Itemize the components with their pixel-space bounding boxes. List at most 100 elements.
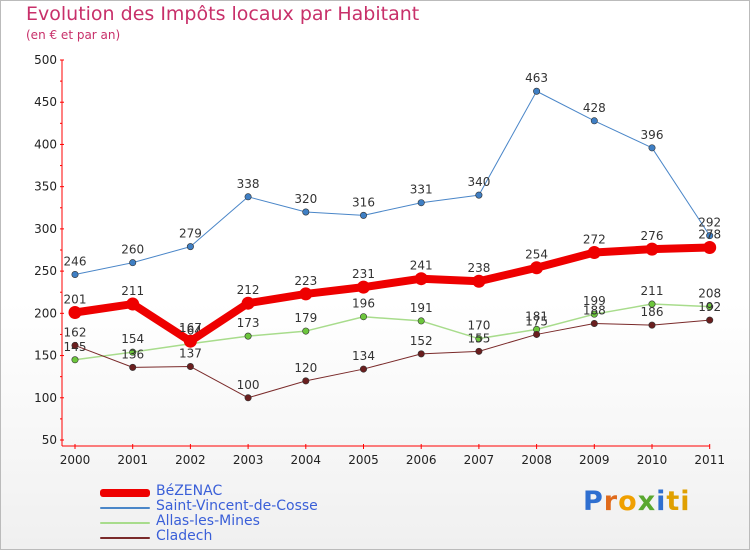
data-point — [183, 334, 197, 348]
x-tick-label: 2008 — [521, 453, 552, 467]
data-point — [645, 242, 659, 256]
y-tick-label: 500 — [34, 53, 57, 67]
y-tick-label: 350 — [34, 180, 57, 194]
data-point — [129, 348, 137, 356]
legend-swatch — [100, 537, 150, 539]
x-tick-label: 2000 — [60, 453, 91, 467]
data-point — [71, 341, 79, 349]
data-label: 246 — [64, 254, 87, 268]
data-label: 175 — [525, 314, 548, 328]
data-point — [533, 87, 541, 95]
legend-swatch — [100, 507, 150, 509]
logo-letter: i — [656, 486, 667, 517]
logo-letter: ti — [666, 486, 691, 517]
x-tick-label: 2010 — [637, 453, 668, 467]
y-tick-label: 450 — [34, 95, 57, 109]
data-label: 276 — [641, 229, 664, 243]
data-label: 278 — [698, 227, 721, 241]
x-tick-label: 2011 — [694, 453, 725, 467]
data-label: 154 — [121, 332, 144, 346]
series-line — [74, 90, 711, 275]
data-label: 199 — [583, 294, 606, 308]
data-label: 340 — [467, 175, 490, 189]
data-point — [302, 377, 310, 385]
data-label: 179 — [294, 311, 317, 325]
y-tick-label: 200 — [34, 306, 57, 320]
y-tick-label: 400 — [34, 137, 57, 151]
data-point — [648, 300, 656, 308]
data-point — [706, 303, 714, 311]
data-point — [475, 347, 483, 355]
data-point — [475, 191, 483, 199]
data-point — [706, 316, 714, 324]
data-point — [530, 261, 544, 275]
series-line — [74, 319, 711, 399]
data-label: 137 — [179, 347, 202, 361]
data-point — [590, 319, 598, 327]
logo-letter: P — [583, 486, 604, 517]
data-point — [475, 335, 483, 343]
data-point — [359, 313, 367, 321]
data-point — [648, 321, 656, 329]
data-label: 173 — [237, 316, 260, 330]
data-point — [302, 327, 310, 335]
logo-letter: r — [603, 486, 619, 517]
data-label: 186 — [641, 305, 664, 319]
data-point — [703, 240, 717, 254]
x-tick-label: 2009 — [579, 453, 610, 467]
y-tick-label: 250 — [34, 264, 57, 278]
data-point — [71, 356, 79, 364]
data-point — [71, 270, 79, 278]
data-point — [186, 363, 194, 371]
data-label: 100 — [237, 378, 260, 392]
x-tick-label: 2001 — [117, 453, 148, 467]
data-label: 396 — [641, 128, 664, 142]
data-label: 181 — [525, 309, 548, 323]
data-label: 241 — [410, 259, 433, 273]
legend-label: Saint-Vincent-de-Cosse — [156, 498, 318, 514]
logo-letter: o — [618, 486, 638, 517]
data-label: 260 — [121, 243, 144, 257]
data-point — [244, 193, 252, 201]
data-label: 188 — [583, 303, 606, 317]
data-label: 331 — [410, 183, 433, 197]
data-point — [590, 117, 598, 125]
y-tick-label: 50 — [42, 433, 57, 447]
data-label: 223 — [294, 274, 317, 288]
data-label: 238 — [467, 261, 490, 275]
y-tick-label: 300 — [34, 222, 57, 236]
data-point — [129, 259, 137, 267]
data-point — [129, 363, 137, 371]
data-label: 120 — [294, 361, 317, 375]
legend-swatch — [100, 489, 150, 497]
x-tick-label: 2003 — [233, 453, 264, 467]
data-label: 196 — [352, 297, 375, 311]
data-point — [302, 208, 310, 216]
data-label: 254 — [525, 248, 548, 262]
legend-label: Cladech — [156, 528, 213, 544]
y-tick-label: 150 — [34, 349, 57, 363]
data-point — [357, 280, 370, 294]
data-point — [706, 232, 714, 240]
data-label: 191 — [410, 301, 433, 315]
data-label: 155 — [467, 331, 490, 345]
data-label: 212 — [237, 283, 260, 297]
data-point — [587, 246, 601, 260]
data-label: 320 — [294, 192, 317, 206]
data-label: 208 — [698, 287, 721, 301]
data-point — [359, 365, 367, 373]
data-point — [359, 211, 367, 219]
data-label: 463 — [525, 71, 548, 85]
y-tick-label: 100 — [34, 391, 57, 405]
data-label: 162 — [64, 325, 87, 339]
legend-swatch — [100, 522, 150, 524]
data-label: 279 — [179, 227, 202, 241]
data-label: 201 — [64, 292, 87, 306]
proxiti-logo: Proxiti — [583, 486, 691, 517]
legend-label: BéZENAC — [156, 483, 223, 499]
legend-label: Allas-les-Mines — [156, 513, 260, 529]
data-point — [472, 274, 486, 288]
data-label: 167 — [179, 321, 202, 335]
